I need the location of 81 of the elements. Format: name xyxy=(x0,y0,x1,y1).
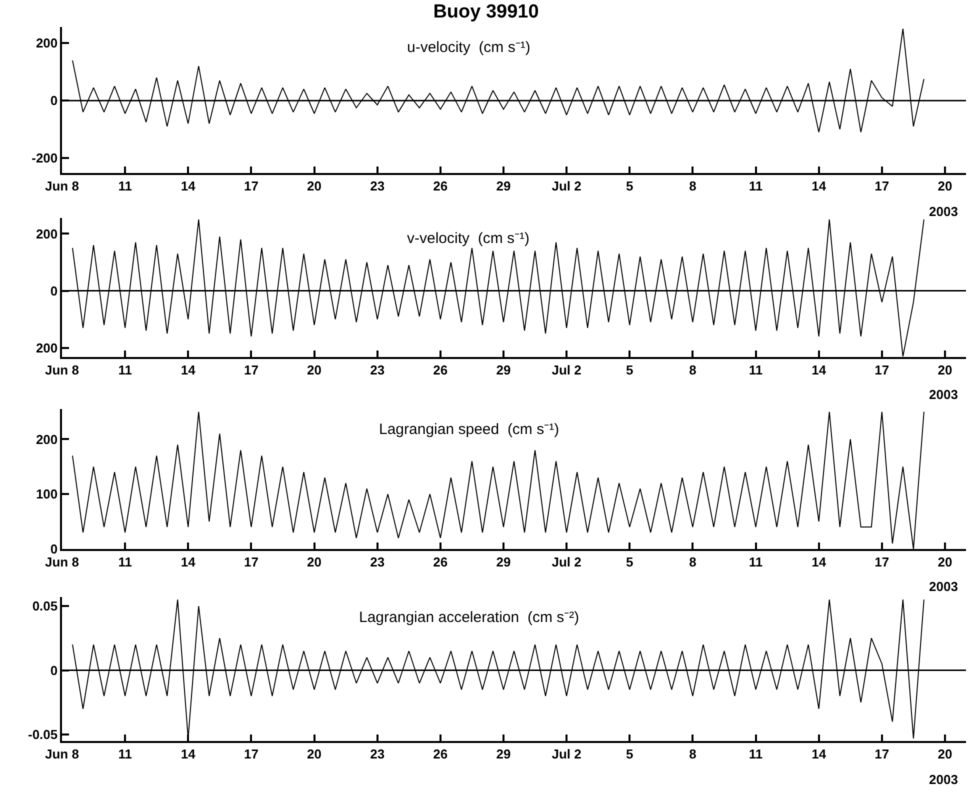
x-tick-label: 5 xyxy=(626,554,634,570)
y-tick-label: 200 xyxy=(36,432,58,447)
x-tick-label: 26 xyxy=(433,746,448,762)
y-tick-label: 100 xyxy=(36,486,58,502)
x-tick-label: Jun 8 xyxy=(45,178,79,194)
x-tick-label: 8 xyxy=(689,746,696,762)
x-tick-label: Jun 8 xyxy=(45,554,79,570)
x-tick-label: 11 xyxy=(118,746,132,762)
x-tick-label: 26 xyxy=(433,178,448,194)
x-tick-label: 14 xyxy=(812,746,827,762)
x-tick-label: 20 xyxy=(307,554,322,570)
x-tick-label: Jun 8 xyxy=(45,362,79,378)
x-tick-label: 17 xyxy=(874,554,890,570)
x-tick-label: 11 xyxy=(748,362,763,378)
x-tick-label: 29 xyxy=(496,362,511,378)
y-tick-label: 0 xyxy=(50,283,58,298)
x-tick-label: 20 xyxy=(938,554,952,570)
x-tick-label: 11 xyxy=(748,178,763,194)
x-tick-label: 23 xyxy=(370,554,385,570)
x-tick-label: 8 xyxy=(689,178,696,194)
x-tick-label: 14 xyxy=(180,362,196,378)
x-tick-label: 23 xyxy=(370,362,385,378)
annotation: 2003 xyxy=(929,204,958,219)
x-tick-label: Jul 2 xyxy=(552,746,582,762)
x-tick-label: 17 xyxy=(244,746,258,762)
x-tick-label: 11 xyxy=(748,554,763,570)
x-tick-label: 14 xyxy=(812,362,827,378)
x-tick-label: 11 xyxy=(118,178,132,194)
y-tick-label: 0 xyxy=(50,542,58,557)
x-tick-label: 14 xyxy=(812,554,827,570)
x-tick-label: 8 xyxy=(689,362,696,378)
x-tick-label: 11 xyxy=(118,554,132,570)
y-tick-label: 200 xyxy=(36,340,58,356)
text: 2003 xyxy=(929,387,958,402)
x-tick-label: 20 xyxy=(307,746,322,762)
y-tick-label: 200 xyxy=(36,226,58,242)
x-tick-label: 11 xyxy=(118,362,132,378)
x-tick-label: 5 xyxy=(626,362,634,378)
x-tick-label: 20 xyxy=(938,178,952,194)
y-tick-label: 0 xyxy=(50,662,58,678)
text: 2003 xyxy=(929,579,958,594)
x-tick-label: 14 xyxy=(812,178,827,194)
x-tick-label: 29 xyxy=(496,746,511,762)
chart-title: Buoy 39910 xyxy=(433,1,539,22)
x-tick-label: 26 xyxy=(433,362,448,378)
x-tick-label: 17 xyxy=(874,362,890,378)
x-tick-label: 5 xyxy=(626,746,634,762)
y-tick-label: 200 xyxy=(36,36,58,51)
x-tick-label: Jun 8 xyxy=(45,746,79,762)
x-tick-label: Jul 2 xyxy=(552,554,582,570)
x-tick-label: 20 xyxy=(938,362,952,378)
x-tick-label: 11 xyxy=(748,746,763,762)
x-tick-label: 17 xyxy=(244,362,258,378)
text: 2003 xyxy=(929,772,958,787)
x-tick-label: 17 xyxy=(874,746,890,762)
x-tick-label: 17 xyxy=(244,554,258,570)
y-tick-label: 0 xyxy=(50,93,58,108)
x-tick-label: 17 xyxy=(874,178,890,194)
x-tick-label: 20 xyxy=(938,746,952,762)
x-tick-label: 29 xyxy=(496,178,511,194)
y-tick-label: -0.05 xyxy=(28,727,58,742)
x-tick-label: 14 xyxy=(180,554,196,570)
x-tick-label: 26 xyxy=(433,554,448,570)
x-tick-label: Jul 2 xyxy=(552,362,582,378)
x-tick-label: 23 xyxy=(370,178,385,194)
y-tick-label: 0.05 xyxy=(32,598,58,614)
x-tick-label: 14 xyxy=(180,746,196,762)
x-tick-label: 8 xyxy=(689,554,696,570)
x-tick-label: 23 xyxy=(370,746,385,762)
x-tick-label: 17 xyxy=(244,178,258,194)
text: v-velocity (cm s⁻¹) xyxy=(407,230,530,247)
x-tick-label: 14 xyxy=(180,178,196,194)
text: u-velocity (cm s⁻¹) xyxy=(407,39,530,56)
x-tick-label: 20 xyxy=(307,178,322,194)
x-tick-label: 29 xyxy=(496,554,511,570)
text: Lagrangian speed (cm s⁻¹) xyxy=(379,421,560,438)
x-tick-label: 5 xyxy=(626,178,634,194)
x-tick-label: Jul 2 xyxy=(552,178,582,194)
y-tick-label: -200 xyxy=(32,150,58,166)
text: Lagrangian acceleration (cm s⁻²) xyxy=(359,609,580,626)
x-tick-label: 20 xyxy=(307,362,322,378)
